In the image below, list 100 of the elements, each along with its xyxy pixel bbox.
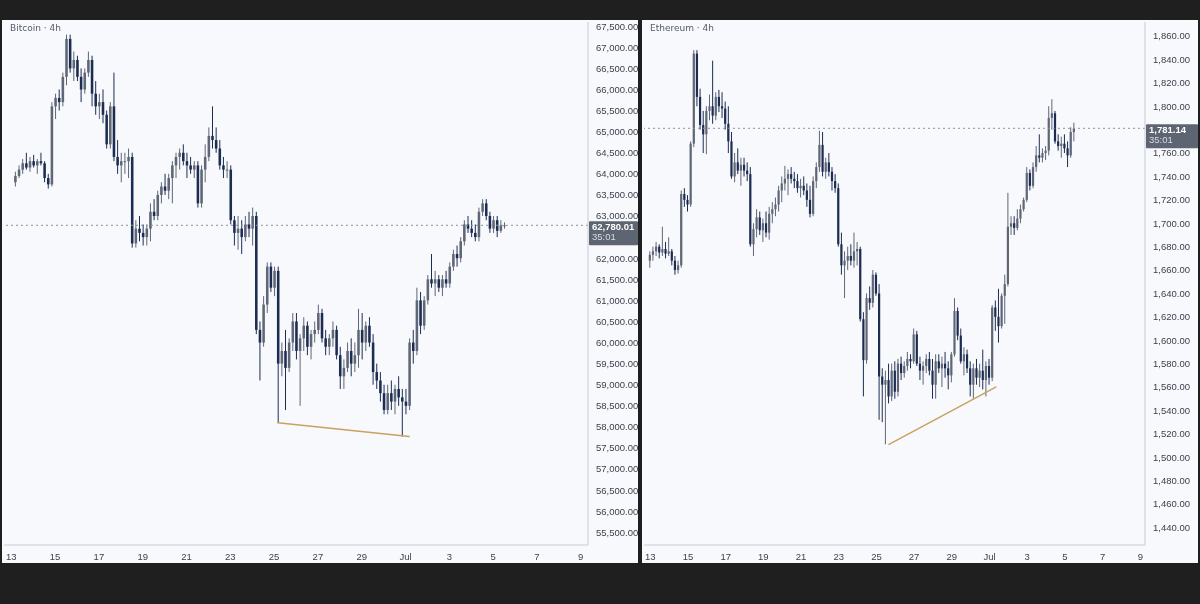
candlestick (984, 360, 987, 397)
candlestick (503, 221, 506, 230)
y-tick-label: 59,000.00 (596, 379, 639, 391)
candlestick (758, 211, 761, 236)
candlestick (824, 157, 827, 180)
candlestick (849, 243, 852, 266)
candlestick (430, 253, 433, 289)
candlestick (994, 299, 997, 332)
x-tick-label: 3 (1024, 550, 1030, 562)
y-tick-label: 1,820.00 (1153, 77, 1190, 89)
candlestick (796, 173, 799, 194)
y-tick-label: 1,680.00 (1153, 241, 1190, 253)
y-tick-label: 66,500.00 (596, 62, 639, 74)
x-tick-label: 9 (578, 550, 584, 562)
y-tick-label: 67,500.00 (596, 20, 639, 32)
x-tick-label: 19 (758, 550, 769, 562)
candlestick (921, 360, 925, 386)
candlestick (273, 266, 276, 297)
y-tick-label: 1,660.00 (1153, 264, 1190, 276)
candlestick (390, 380, 393, 411)
y-tick-label: 1,740.00 (1153, 170, 1190, 182)
y-tick-label: 56,500.00 (596, 484, 639, 496)
candlestick (937, 353, 940, 374)
candlestick (306, 320, 309, 356)
y-tick-label: 1,540.00 (1153, 404, 1190, 416)
y-tick-label: 56,000.00 (596, 505, 639, 517)
candlestick (149, 202, 152, 242)
candlestick (138, 215, 141, 242)
y-tick-label: 1,480.00 (1153, 475, 1190, 487)
y-tick-label: 58,000.00 (596, 421, 639, 433)
x-tick-label: 23 (833, 550, 845, 562)
ref-line-label: 62,780.01 35:01 (592, 221, 635, 243)
candlestick (251, 207, 254, 247)
y-tick-label: 57,000.00 (596, 463, 639, 475)
candlestick (433, 270, 437, 297)
candlestick (934, 353, 937, 400)
ref-line-label: 1,781.14 35:01 (1149, 124, 1187, 146)
y-tick-label: 1,720.00 (1153, 194, 1190, 206)
y-tick-label: 1,860.00 (1153, 30, 1190, 42)
y-tick-label: 1,600.00 (1153, 334, 1190, 346)
x-tick-label: 7 (1099, 550, 1106, 562)
y-tick-label: 1,460.00 (1153, 498, 1190, 510)
candlestick (887, 363, 890, 404)
x-tick-label: 5 (490, 550, 496, 562)
candlestick (448, 261, 452, 289)
candlestick (441, 274, 444, 297)
candlestick (98, 93, 101, 120)
x-tick-label: 15 (49, 550, 61, 562)
y-tick-label: 1,500.00 (1153, 451, 1190, 463)
x-tick-label: 25 (268, 550, 280, 562)
candlestick (386, 384, 389, 415)
x-tick-label: Jul (399, 550, 412, 562)
candlestick (452, 249, 455, 272)
candlestick (463, 219, 466, 247)
y-tick-label: 60,500.00 (596, 315, 639, 327)
candlestick (761, 218, 764, 243)
y-tick-label: 55,500.00 (596, 526, 639, 538)
x-tick-label: 27 (312, 550, 324, 562)
candlestick (884, 370, 887, 445)
candlestick (768, 206, 771, 241)
x-tick-label: 29 (356, 550, 367, 562)
candlestick (972, 363, 975, 400)
y-tick-label: 1,520.00 (1153, 428, 1190, 440)
candlestick (160, 181, 163, 204)
y-tick-label: 66,000.00 (596, 83, 639, 95)
y-tick-label: 59,500.00 (596, 358, 639, 370)
y-tick-label: 1,800.00 (1153, 100, 1190, 112)
y-tick-label: 64,000.00 (596, 168, 639, 180)
candlestick (338, 346, 342, 390)
candlestick (240, 219, 243, 255)
x-tick-label: 19 (137, 550, 148, 562)
y-tick-label: 60,000.00 (596, 336, 639, 348)
y-tick-label: 1,560.00 (1153, 381, 1190, 393)
candlestick (799, 178, 802, 198)
x-tick-label: 3 (446, 550, 452, 562)
candlestick (846, 246, 849, 271)
candlestick (1028, 168, 1031, 191)
candlestick (411, 329, 415, 365)
x-tick-label: 29 (946, 550, 958, 562)
candlestick (317, 304, 320, 335)
candlestick (868, 285, 871, 311)
candlestick (852, 232, 856, 269)
candlestick (739, 157, 742, 187)
x-tick-label: 15 (682, 550, 694, 562)
chart-title: Ethereum · 4h (650, 23, 714, 33)
chart-title: Bitcoin · 4h (10, 23, 61, 33)
candlestick (843, 250, 846, 299)
candlestick (1013, 215, 1016, 236)
candlestick (711, 60, 714, 125)
y-tick-label: 1,580.00 (1153, 358, 1190, 370)
x-tick-label: 17 (93, 550, 105, 562)
candlestick (127, 148, 130, 179)
y-tick-label: 1,840.00 (1153, 53, 1190, 65)
candlestick (705, 105, 708, 155)
x-tick-label: 21 (795, 550, 807, 562)
x-tick-label: 5 (1062, 550, 1068, 562)
y-tick-label: 65,500.00 (596, 104, 639, 116)
candlestick (459, 236, 462, 263)
y-tick-label: 61,000.00 (596, 294, 639, 306)
y-tick-label: 67,000.00 (596, 41, 639, 53)
